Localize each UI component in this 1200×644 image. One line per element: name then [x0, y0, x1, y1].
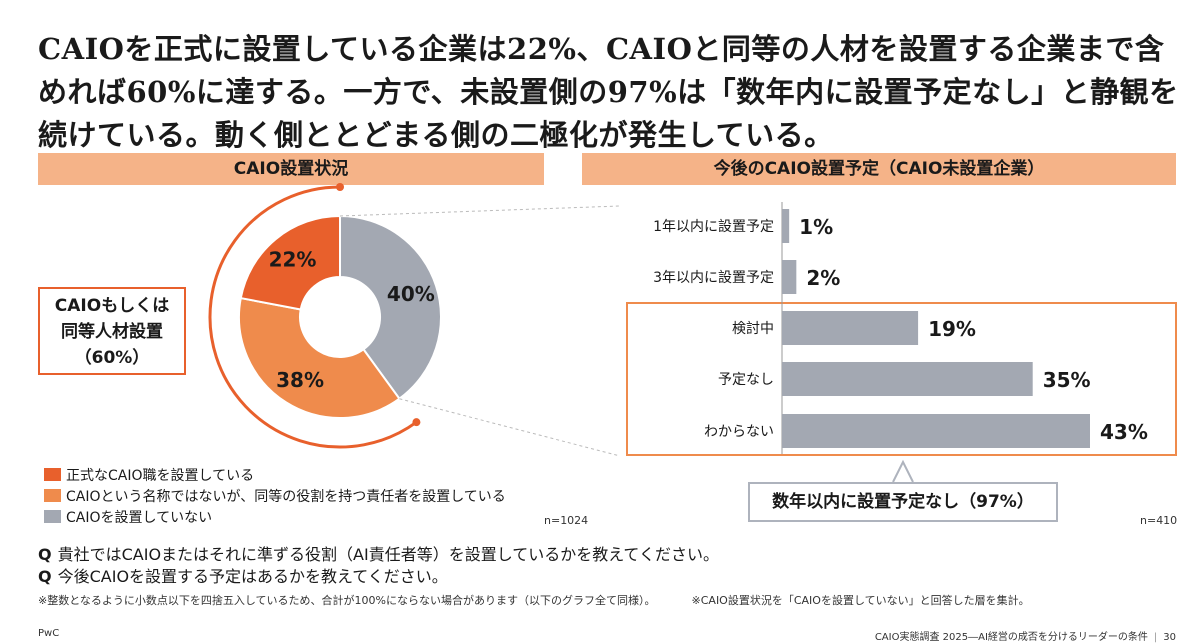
- bar-category-label: 検討中: [732, 321, 774, 337]
- bar-value-label: 19%: [928, 317, 976, 341]
- question-text: 貴社ではCAIOまたはそれに準ずる役割（AI責任者等）を設置しているかを教えてく…: [57, 545, 719, 564]
- connector-line: [399, 398, 621, 457]
- bar-chart: 1年以内に設置予定 1% 3年以内に設置予定 2% 検討中 19% 予定なし 35% わからない…: [626, 202, 1177, 483]
- bar-category-label: 3年以内に設置予定: [653, 270, 774, 286]
- legend-label: 正式なCAIO職を設置している: [66, 467, 255, 484]
- headline: CAIOを正式に設置している企業は22%、CAIOと同等の人材を設置する企業まで…: [38, 32, 1179, 152]
- footer-doc-title: CAIO実態調査 2025―AI経営の成否を分けるリーダーの条件: [874, 632, 1148, 643]
- callout-line1: CAIOもしくは: [54, 296, 170, 316]
- bracket-arc: [208, 185, 418, 449]
- legend-item: CAIOを設置していない: [44, 506, 506, 527]
- bar-value-label: 2%: [806, 266, 840, 290]
- highlight-frame: [626, 302, 1177, 456]
- footnotes: ※整数となるように小数点以下を四捨五入しているため、合計が100%にならない場合…: [38, 592, 1178, 608]
- donut-chart: 40% 38% 22%: [208, 183, 621, 457]
- bracket-dot: [336, 183, 344, 191]
- page-number: 30: [1163, 632, 1176, 643]
- legend-swatch: [44, 468, 61, 481]
- callout-box: CAIOもしくは 同等人材設置 （60%）: [38, 287, 186, 375]
- bar: [782, 311, 919, 345]
- slice-value-label: 38%: [276, 368, 324, 392]
- right-section-title: 今後のCAIO設置予定（CAIO未設置企業）: [582, 153, 1176, 185]
- donut-slice: [339, 214, 442, 401]
- summary-pointer: [892, 459, 914, 483]
- footer-doc-info: CAIO実態調査 2025―AI経営の成否を分けるリーダーの条件 | 30: [875, 628, 1176, 643]
- bar: [782, 362, 1033, 396]
- question-text: 今後CAIOを設置する予定はあるかを教えてください。: [57, 567, 448, 586]
- legend-label: CAIOという名称ではないが、同等の役割を持つ責任者を設置している: [66, 488, 506, 505]
- legend-item: 正式なCAIO職を設置している: [44, 464, 506, 485]
- bar-category-label: 1年以内に設置予定: [653, 219, 774, 235]
- question-line: Q 貴社ではCAIOまたはそれに準ずる役割（AI責任者等）を設置しているかを教えて…: [38, 544, 1178, 566]
- connector-line: [339, 205, 621, 217]
- callout-line3: （60%）: [74, 348, 150, 368]
- note: ※整数となるように小数点以下を四捨五入しているため、合計が100%にならない場合…: [38, 594, 656, 607]
- bracket-dot: [412, 418, 421, 427]
- legend-swatch: [44, 489, 61, 502]
- bar-value-label: 35%: [1043, 368, 1091, 392]
- left-section-title: CAIO設置状況: [38, 153, 544, 185]
- footer-separator: |: [1153, 632, 1158, 643]
- note: ※CAIO設置状況を「CAIOを設置していない」と回答した層を集計。: [691, 594, 1030, 607]
- donut-slice: [239, 214, 341, 311]
- bar-value-label: 43%: [1100, 420, 1148, 444]
- legend-swatch: [44, 510, 61, 523]
- donut-slice: [238, 296, 401, 419]
- callout-line2: 同等人材設置: [61, 322, 163, 342]
- legend-label: CAIOを設置していない: [66, 509, 213, 526]
- left-n-label: n=1024: [544, 514, 589, 527]
- summary-box: 数年以内に設置予定なし（97%）: [748, 482, 1058, 522]
- right-n-label: n=410: [1140, 514, 1178, 527]
- slice-value-label: 40%: [387, 282, 435, 306]
- bar-category-label: わからない: [704, 424, 774, 440]
- donut-legend: 正式なCAIO職を設置している CAIOという名称ではないが、同等の役割を持つ責…: [44, 464, 506, 527]
- bar: [782, 414, 1090, 448]
- question-section: Q 貴社ではCAIOまたはそれに準ずる役割（AI責任者等）を設置しているかを教えて…: [38, 544, 1178, 608]
- bar: [782, 260, 797, 294]
- bar-category-label: 予定なし: [718, 372, 774, 388]
- q-marker: Q: [38, 545, 52, 564]
- slice-value-label: 22%: [269, 248, 317, 272]
- bar-value-label: 1%: [799, 215, 833, 239]
- bar: [782, 209, 790, 243]
- footer-brand: PwC: [38, 628, 60, 639]
- legend-item: CAIOという名称ではないが、同等の役割を持つ責任者を設置している: [44, 485, 506, 506]
- question-line: Q 今後CAIOを設置する予定はあるかを教えてください。: [38, 566, 1178, 588]
- q-marker: Q: [38, 567, 52, 586]
